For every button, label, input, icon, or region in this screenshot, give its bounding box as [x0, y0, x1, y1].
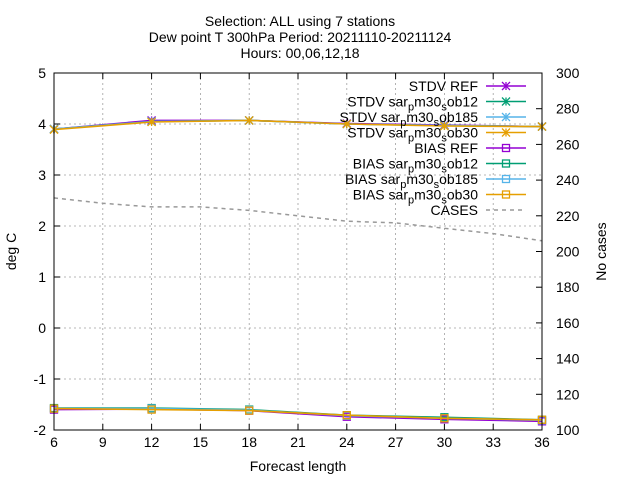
- y2-axis-label: No cases: [593, 222, 609, 280]
- y-tick-label: 0: [38, 320, 46, 336]
- y2-tick-label: 180: [556, 279, 580, 295]
- y2-tick-label: 280: [556, 101, 580, 117]
- legend-label: STDV REF: [409, 78, 478, 94]
- y-tick-label: 4: [38, 116, 46, 132]
- y2-tick-label: 220: [556, 208, 580, 224]
- data-point: [342, 119, 352, 129]
- legend-label: BIAS sarpm30sob30: [353, 187, 478, 207]
- y-tick-label: 5: [38, 65, 46, 81]
- data-point: [147, 117, 157, 127]
- legend-label: STDV sarpm30sob185: [340, 109, 479, 129]
- series-line: [53, 119, 543, 131]
- legend-label: BIAS sarpm30sob185: [345, 171, 478, 191]
- x-tick-label: 18: [241, 434, 257, 450]
- legend-marker: [501, 174, 511, 184]
- series-line: [53, 407, 543, 421]
- legend-marker: [501, 81, 511, 91]
- x-tick-label: 21: [290, 434, 306, 450]
- y2-tick-label: 300: [556, 65, 580, 81]
- y-tick-label: -2: [34, 422, 47, 438]
- data-point: [244, 115, 254, 125]
- x-axis-label: Forecast length: [250, 458, 347, 474]
- data-point: [245, 406, 254, 415]
- y2-tick-label: 100: [556, 422, 580, 438]
- y-tick-label: 2: [38, 218, 46, 234]
- legend-label: BIAS REF: [414, 140, 478, 156]
- chart-title-line: Dew point T 300hPa Period: 20211110-2021…: [149, 29, 452, 45]
- y-tick-label: 3: [38, 167, 46, 183]
- y2-tick-label: 260: [556, 136, 580, 152]
- legend-label: CASES: [431, 202, 478, 218]
- x-tick-label: 27: [388, 434, 404, 450]
- data-point: [147, 405, 156, 414]
- legend-label: STDV sarpm30sob30: [347, 125, 478, 145]
- chart-title-line: Hours: 00,06,12,18: [240, 45, 359, 61]
- y-tick-label: 1: [38, 269, 46, 285]
- y2-tick-label: 200: [556, 244, 580, 260]
- x-tick-label: 33: [485, 434, 501, 450]
- y-tick-label: -1: [34, 371, 47, 387]
- x-tick-label: 12: [144, 434, 160, 450]
- legend-marker: [501, 159, 511, 168]
- legend-marker: [501, 128, 511, 137]
- y2-tick-label: 120: [556, 386, 580, 402]
- y2-tick-label: 160: [556, 315, 580, 331]
- legend-label: BIAS sarpm30sob12: [353, 156, 478, 176]
- y-axis-label: deg C: [3, 233, 19, 270]
- axes: [53, 72, 543, 431]
- legend-marker: [501, 143, 511, 153]
- x-tick-label: 9: [99, 434, 107, 450]
- legend-label: STDV sarpm30sob12: [347, 94, 478, 114]
- y2-tick-label: 240: [556, 172, 580, 188]
- x-tick-label: 6: [50, 434, 58, 450]
- tick-labels: 6 9 12 15 18 21 24 27 30 33 36-2-10123451001201401…: [34, 65, 580, 450]
- data-point: [440, 414, 449, 423]
- x-tick-label: 36: [534, 434, 550, 450]
- legend-marker: [501, 190, 511, 199]
- chart-title-line: Selection: ALL using 7 stations: [205, 13, 395, 29]
- x-tick-label: 30: [437, 434, 453, 450]
- x-tick-label: 15: [193, 434, 209, 450]
- series-line: [53, 197, 543, 242]
- legend-marker: [501, 112, 511, 122]
- data-point: [439, 121, 449, 131]
- x-tick-label: 24: [339, 434, 355, 450]
- legend-marker: [501, 97, 511, 106]
- data-point: [342, 411, 351, 420]
- y2-tick-label: 140: [556, 351, 580, 367]
